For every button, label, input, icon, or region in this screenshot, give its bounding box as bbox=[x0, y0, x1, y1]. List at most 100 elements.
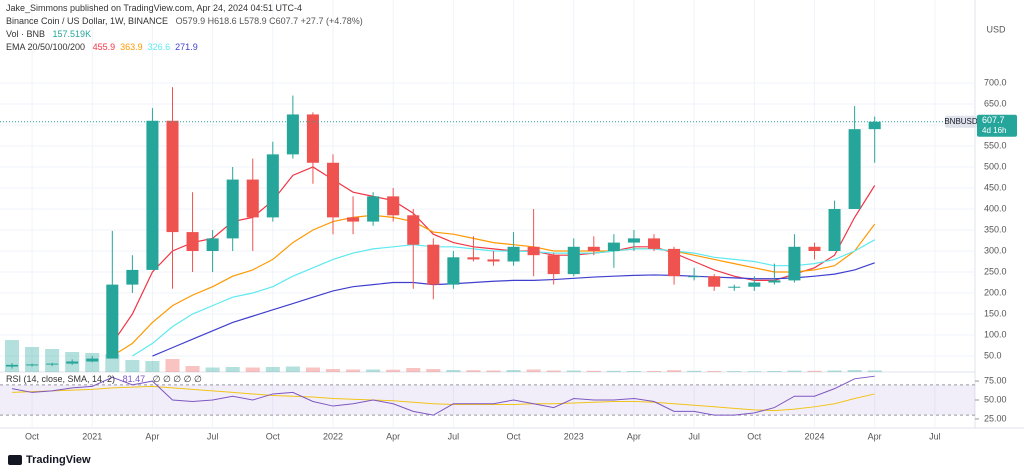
volume-bar bbox=[807, 370, 822, 372]
candle-body bbox=[5, 364, 19, 367]
title-line: Binance Coin / US Dollar, 1W, BINANCE O5… bbox=[6, 16, 368, 26]
volume-bar bbox=[225, 367, 240, 372]
rsi-line: RSI (14, close, SMA, 14, 2) 81.47 ∅ ∅ ∅ … bbox=[6, 374, 207, 385]
volume-bar bbox=[566, 370, 581, 372]
volume-bar bbox=[466, 370, 481, 372]
volume-bar bbox=[325, 369, 341, 372]
volume-bar bbox=[85, 353, 100, 372]
price-label: 607.7 bbox=[982, 115, 1005, 125]
y-tick-label: 350.0 bbox=[984, 224, 1007, 234]
volume-bar bbox=[165, 359, 180, 372]
ema-values: 455.9 363.9 326.6 271.9 bbox=[93, 42, 203, 52]
volume-bar bbox=[4, 340, 20, 372]
candle-body bbox=[527, 246, 540, 256]
candle-body bbox=[246, 179, 259, 218]
candle-body bbox=[86, 358, 99, 362]
candle-body bbox=[106, 284, 119, 359]
candle-body bbox=[507, 246, 520, 262]
x-tick-label: Apr bbox=[386, 431, 400, 441]
candle-body bbox=[266, 154, 279, 218]
y-tick-label: 250.0 bbox=[984, 266, 1007, 276]
y-tick-label: 50.0 bbox=[984, 350, 1002, 360]
candle-body bbox=[326, 162, 340, 218]
logo-icon bbox=[8, 455, 22, 465]
candle-body bbox=[126, 269, 139, 285]
x-tick-label: Apr bbox=[627, 431, 641, 441]
candle-body bbox=[567, 246, 580, 275]
volume-bar bbox=[727, 371, 742, 372]
publisher: Jake_Simmons published on TradingView.co… bbox=[6, 3, 303, 13]
y-tick-label: 700.0 bbox=[984, 77, 1007, 87]
candle-body bbox=[367, 196, 380, 222]
candle-body bbox=[688, 276, 701, 278]
candle-body bbox=[286, 114, 299, 155]
grid bbox=[0, 0, 975, 428]
volume-bar bbox=[767, 371, 782, 372]
candle-body bbox=[748, 282, 761, 287]
volume-bar bbox=[205, 367, 220, 372]
candle-body bbox=[848, 129, 861, 209]
publisher-line: Jake_Simmons published on TradingView.co… bbox=[6, 3, 307, 13]
ema-line bbox=[132, 239, 875, 357]
volume-bar bbox=[346, 369, 361, 372]
volume-bar bbox=[707, 371, 722, 372]
volume-bar bbox=[285, 366, 300, 372]
candle-body bbox=[768, 280, 781, 283]
volume-line: Vol · BNB 157.519K bbox=[6, 29, 96, 39]
rsi-extra: ∅ ∅ ∅ ∅ ∅ bbox=[152, 374, 202, 384]
price-badge bbox=[977, 114, 1017, 137]
volume-bar bbox=[827, 370, 842, 372]
ema-line bbox=[111, 214, 876, 357]
candle-body bbox=[547, 255, 560, 275]
ohlc: O579.9 H618.6 L578.9 C607.7 +27.7 (+4.78… bbox=[175, 16, 363, 26]
candle-body bbox=[647, 238, 661, 249]
volume-bar bbox=[265, 367, 280, 372]
volume-bar bbox=[646, 371, 662, 372]
ema-label: EMA 20/50/100/200 bbox=[6, 42, 86, 52]
symbol-badge bbox=[945, 115, 977, 128]
volume-bar bbox=[847, 370, 862, 372]
candle-body bbox=[427, 244, 440, 285]
rsi-tick-label: 25.00 bbox=[984, 413, 1007, 423]
ema-value: 326.6 bbox=[147, 42, 171, 52]
currency-label: USD bbox=[986, 24, 1006, 34]
x-tick-label: 2023 bbox=[564, 431, 584, 441]
candle-body bbox=[407, 215, 420, 245]
candle-body bbox=[868, 121, 881, 130]
volume-bar bbox=[145, 361, 160, 372]
x-tick-label: Oct bbox=[507, 431, 522, 441]
volume-bar bbox=[25, 347, 40, 372]
footer-logo: TradingView bbox=[8, 454, 91, 466]
x-tick-label: Jul bbox=[688, 431, 700, 441]
ema-value: 363.9 bbox=[120, 42, 143, 52]
y-tick-label: 500.0 bbox=[984, 161, 1007, 171]
y-tick-label: 400.0 bbox=[984, 203, 1007, 213]
candle-body bbox=[46, 363, 59, 365]
ema-line: EMA 20/50/100/200 455.9 363.9 326.6 271.9 bbox=[6, 42, 208, 52]
volume-bar bbox=[486, 370, 501, 372]
volume-bar bbox=[747, 371, 762, 372]
candle-body bbox=[627, 238, 640, 243]
y-tick-label: 650.0 bbox=[984, 98, 1007, 108]
candle-body bbox=[447, 257, 460, 285]
rsi-band bbox=[0, 384, 975, 416]
rsi-tick-label: 75.00 bbox=[984, 375, 1007, 385]
candle-body bbox=[186, 232, 199, 251]
candle-body bbox=[728, 286, 741, 288]
volume-bar bbox=[606, 370, 621, 372]
x-tick-label: 2024 bbox=[804, 431, 824, 441]
rsi-value: 81.47 bbox=[122, 374, 146, 384]
x-tick-label: Jul bbox=[207, 431, 219, 441]
y-tick-label: 100.0 bbox=[984, 329, 1007, 339]
volume-bar bbox=[586, 370, 601, 372]
candle-body bbox=[206, 238, 219, 251]
volume-bar bbox=[446, 370, 461, 372]
rsi-tick-label: 50.00 bbox=[984, 394, 1007, 404]
rsi-line bbox=[11, 375, 875, 416]
ema-value: 455.9 bbox=[92, 42, 116, 52]
candle-body bbox=[347, 217, 360, 222]
volume-bar bbox=[526, 369, 541, 372]
volume-bar bbox=[366, 369, 381, 372]
